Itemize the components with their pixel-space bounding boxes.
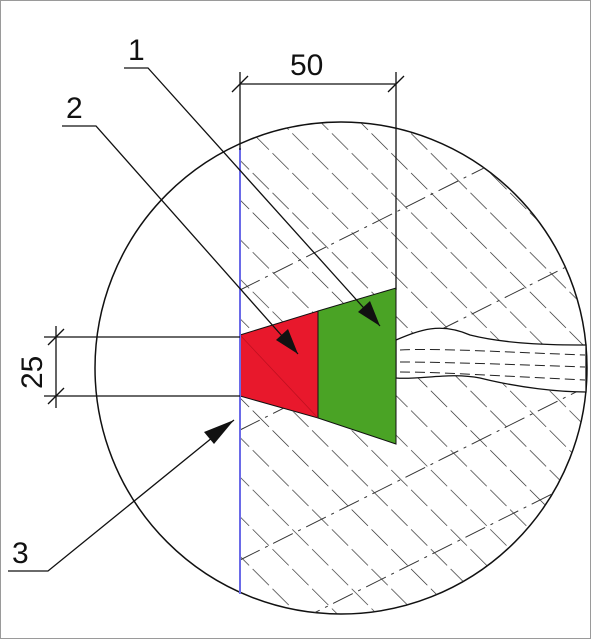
dimension-25 — [44, 326, 240, 408]
leader-3 — [8, 419, 235, 572]
dimension-50 — [231, 72, 405, 290]
leader-2 — [62, 125, 299, 355]
callout-3-label: 3 — [12, 537, 29, 570]
callout-1-label: 1 — [128, 34, 145, 67]
channel — [395, 327, 587, 393]
dimension-25-label: 25 — [16, 356, 49, 389]
zone-1-green — [317, 287, 397, 445]
callout-2-label: 2 — [66, 92, 83, 125]
leader-1 — [124, 67, 381, 327]
dimension-50-label: 50 — [290, 49, 323, 82]
